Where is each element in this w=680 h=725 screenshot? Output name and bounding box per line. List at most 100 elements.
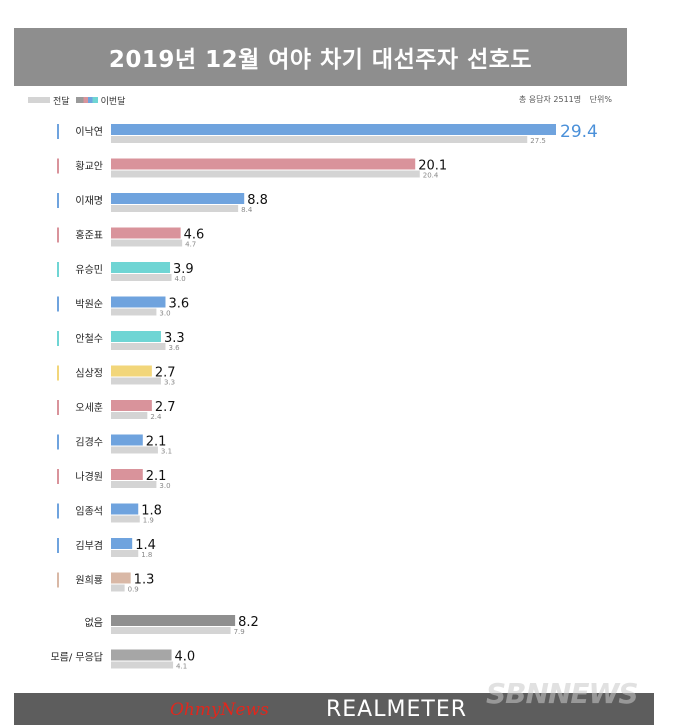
category-marker bbox=[57, 296, 59, 312]
bar-current bbox=[111, 503, 139, 515]
value-label-previous: 4.7 bbox=[185, 241, 196, 249]
category-marker bbox=[57, 469, 59, 484]
category-label: 원희룡 bbox=[75, 575, 103, 587]
value-label-previous: 4.1 bbox=[176, 663, 187, 671]
value-label-previous: 4.0 bbox=[175, 275, 186, 283]
category-label: 이재명 bbox=[75, 195, 103, 207]
category-marker bbox=[57, 434, 59, 450]
value-label-previous: 3.3 bbox=[164, 379, 175, 387]
category-label: 박원순 bbox=[75, 299, 103, 311]
category-label: 없음 bbox=[85, 616, 103, 629]
bar-previous bbox=[111, 515, 140, 523]
legend-current-label: 이번달 bbox=[100, 96, 126, 107]
unit-text: 단위% bbox=[589, 95, 612, 104]
legend-prev-label: 전달 bbox=[53, 96, 70, 107]
bar-previous bbox=[111, 446, 158, 454]
bar-current bbox=[111, 649, 172, 661]
value-label-current: 4.0 bbox=[175, 650, 196, 665]
bar-current bbox=[111, 158, 416, 170]
value-label-current: 4.6 bbox=[184, 228, 205, 243]
bar-previous bbox=[111, 136, 528, 143]
category-marker bbox=[57, 365, 59, 381]
bar-previous bbox=[111, 377, 161, 385]
value-label-current: 8.2 bbox=[238, 615, 259, 630]
category-marker bbox=[57, 400, 59, 415]
value-label-current: 3.9 bbox=[173, 262, 194, 277]
category-label: 오세훈 bbox=[75, 401, 103, 414]
ohmynews-logo: OhmyNews bbox=[170, 700, 269, 720]
value-label-current: 3.3 bbox=[164, 331, 185, 346]
realmeter-logo: REALMETER bbox=[326, 697, 467, 722]
category-marker bbox=[57, 227, 59, 243]
bar-current bbox=[111, 615, 236, 626]
bar-current bbox=[111, 365, 152, 377]
bar-previous bbox=[111, 627, 231, 634]
bar-previous bbox=[111, 205, 239, 212]
value-label-current: 2.1 bbox=[146, 469, 167, 484]
bar-current bbox=[111, 296, 166, 308]
category-label: 황교안 bbox=[75, 161, 103, 173]
value-label-previous: 0.9 bbox=[128, 586, 139, 594]
category-label: 유승민 bbox=[75, 264, 103, 276]
bar-current bbox=[111, 193, 245, 204]
value-label-previous: 2.4 bbox=[150, 413, 162, 421]
category-label: 김경수 bbox=[75, 436, 103, 449]
value-label-previous: 20.4 bbox=[423, 172, 439, 180]
category-marker bbox=[57, 538, 59, 553]
value-label-current: 29.4 bbox=[560, 122, 598, 142]
sample-size-text: 총 응답자 2511명 bbox=[518, 95, 582, 104]
bar-current bbox=[111, 572, 131, 584]
bar-current bbox=[111, 469, 143, 480]
category-marker bbox=[57, 193, 59, 208]
value-label-previous: 8.4 bbox=[241, 206, 253, 214]
value-label-previous: 3.1 bbox=[161, 448, 172, 456]
bar-current bbox=[111, 434, 143, 446]
value-label-current: 1.3 bbox=[134, 573, 155, 588]
category-marker bbox=[57, 503, 59, 519]
bar-current bbox=[111, 400, 152, 411]
category-label: 심상정 bbox=[75, 368, 103, 380]
category-marker bbox=[57, 158, 59, 174]
title-bar: 2019년 12월 여야 차기 대선주자 선호도 bbox=[14, 28, 627, 86]
bar-current bbox=[111, 262, 171, 273]
bar-previous bbox=[111, 170, 420, 178]
value-label-current: 1.8 bbox=[141, 504, 162, 519]
value-label-current: 2.1 bbox=[146, 435, 167, 450]
bar-previous bbox=[111, 550, 139, 557]
category-marker bbox=[57, 262, 59, 277]
bar-current bbox=[111, 124, 556, 135]
value-label-previous: 3.6 bbox=[168, 344, 180, 352]
bar-current bbox=[111, 227, 181, 239]
value-label-previous: 3.0 bbox=[159, 482, 170, 490]
category-label: 홍준표 bbox=[75, 229, 103, 242]
bar-previous bbox=[111, 239, 183, 247]
sbnnews-watermark: SBNNEWS bbox=[486, 677, 639, 710]
bar-previous bbox=[111, 584, 125, 592]
value-label-previous: 1.8 bbox=[141, 551, 152, 559]
bar-previous bbox=[111, 343, 166, 350]
category-label: 임종석 bbox=[75, 505, 103, 518]
value-label-current: 3.6 bbox=[168, 297, 189, 312]
legend-prev-swatch bbox=[28, 97, 50, 103]
category-label: 나경원 bbox=[75, 470, 103, 483]
bar-previous bbox=[111, 412, 148, 419]
category-label: 모름/ 무응답 bbox=[50, 652, 103, 664]
category-label: 안철수 bbox=[75, 333, 103, 345]
value-label-current: 2.7 bbox=[155, 400, 176, 415]
bar-previous bbox=[111, 308, 157, 316]
bar-current bbox=[111, 538, 133, 549]
sample-note: 총 응답자 2511명 단위% bbox=[519, 94, 612, 105]
category-marker bbox=[57, 331, 59, 346]
category-marker bbox=[57, 572, 59, 588]
value-label-previous: 27.5 bbox=[530, 137, 546, 145]
value-label-current: 2.7 bbox=[155, 366, 176, 381]
value-label-previous: 1.9 bbox=[143, 517, 154, 525]
value-label-current: 8.8 bbox=[247, 193, 268, 208]
bar-previous bbox=[111, 661, 174, 669]
value-label-current: 20.1 bbox=[418, 159, 447, 174]
value-label-previous: 7.9 bbox=[234, 628, 245, 636]
bar-previous bbox=[111, 274, 172, 281]
bar-current bbox=[111, 331, 161, 342]
